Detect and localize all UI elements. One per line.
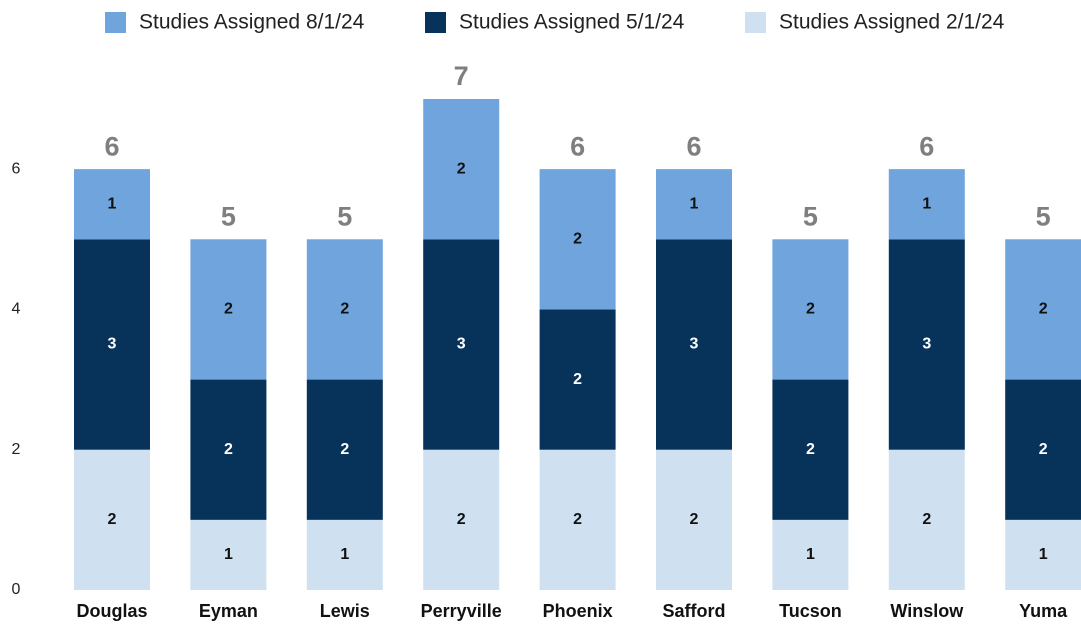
data-label: 1 [1039, 546, 1048, 563]
bar-segment [1005, 379, 1081, 520]
bar-segment [190, 239, 267, 380]
bar-segment [772, 239, 849, 380]
bar-segment [539, 169, 616, 310]
bar-segment [306, 519, 383, 590]
bar-segment [656, 239, 732, 450]
bar-segment [306, 379, 383, 520]
y-tick-label: 4 [12, 301, 21, 318]
data-label: 2 [573, 371, 582, 388]
x-tick-label: Douglas [76, 601, 147, 621]
total-label: 6 [686, 131, 701, 161]
y-tick-label: 2 [12, 441, 21, 458]
data-label: 1 [108, 195, 117, 212]
data-label: 1 [690, 195, 699, 212]
bar-segment [1005, 239, 1081, 380]
legend-label: Studies Assigned 8/1/24 [139, 11, 365, 34]
bar-segment [306, 239, 383, 380]
data-label: 2 [108, 511, 117, 528]
bar-segment [888, 449, 965, 590]
x-tick-label: Lewis [320, 601, 370, 621]
bar-segment [656, 449, 732, 590]
data-label: 1 [922, 195, 931, 212]
data-label: 3 [690, 336, 699, 353]
total-label: 5 [221, 201, 236, 231]
y-tick-label: 6 [12, 160, 21, 177]
data-label: 2 [340, 441, 349, 458]
data-label: 2 [457, 511, 466, 528]
bar-segment [656, 169, 732, 240]
bar-segment [539, 449, 616, 590]
x-tick-label: Safford [663, 601, 726, 621]
data-label: 3 [922, 336, 931, 353]
data-label: 2 [922, 511, 931, 528]
bar-segment [539, 309, 616, 450]
legend-swatch [425, 12, 446, 33]
bar-segment [772, 519, 849, 590]
bar-segment [423, 99, 500, 240]
bar-segment [423, 449, 500, 590]
data-label: 2 [573, 511, 582, 528]
total-label: 6 [104, 131, 119, 161]
bar-segment [772, 379, 849, 520]
legend-swatch [105, 12, 126, 33]
bar-segment [1005, 519, 1081, 590]
data-label: 2 [224, 301, 233, 318]
total-label: 5 [803, 201, 818, 231]
total-label: 6 [570, 131, 585, 161]
data-label: 2 [573, 231, 582, 248]
bar-segment [888, 169, 965, 240]
bar-segment [190, 379, 267, 520]
data-label: 1 [340, 546, 349, 563]
legend-label: Studies Assigned 2/1/24 [779, 11, 1005, 34]
x-tick-label: Winslow [890, 601, 964, 621]
bar-segment [74, 239, 150, 450]
data-label: 2 [1039, 441, 1048, 458]
data-label: 3 [108, 336, 117, 353]
data-label: 3 [457, 336, 466, 353]
bar-segment [423, 239, 500, 450]
data-label: 1 [806, 546, 815, 563]
data-label: 2 [340, 301, 349, 318]
legend-swatch [745, 12, 766, 33]
bar-segment [74, 449, 150, 590]
x-tick-label: Phoenix [543, 601, 613, 621]
data-label: 2 [1039, 301, 1048, 318]
y-tick-label: 0 [12, 581, 21, 598]
data-label: 2 [457, 160, 466, 177]
bar-segment [74, 169, 150, 240]
data-label: 2 [224, 441, 233, 458]
x-tick-label: Eyman [199, 601, 258, 621]
total-label: 7 [454, 61, 469, 91]
legend-label: Studies Assigned 5/1/24 [459, 11, 685, 34]
x-tick-label: Tucson [779, 601, 842, 621]
data-label: 1 [224, 546, 233, 563]
total-label: 5 [337, 201, 352, 231]
data-label: 2 [690, 511, 699, 528]
data-label: 2 [806, 301, 815, 318]
total-label: 5 [1036, 201, 1051, 231]
bar-segment [888, 239, 965, 450]
bar-segment [190, 519, 267, 590]
total-label: 6 [919, 131, 934, 161]
x-tick-label: Yuma [1019, 601, 1068, 621]
x-tick-label: Perryville [421, 601, 502, 621]
data-label: 2 [806, 441, 815, 458]
